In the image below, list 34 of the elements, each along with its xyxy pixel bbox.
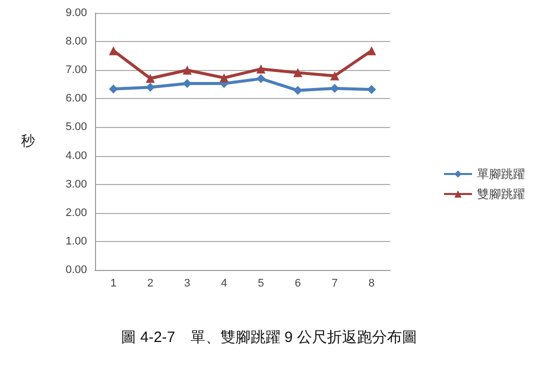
point bbox=[293, 86, 302, 95]
point bbox=[256, 64, 266, 74]
y-tick-label: 3.00 bbox=[66, 178, 87, 190]
point bbox=[367, 85, 376, 94]
x-tick-label: 5 bbox=[258, 278, 264, 290]
y-axis-title: 秒 bbox=[21, 134, 35, 150]
point bbox=[330, 71, 340, 80]
x-tick-label: 3 bbox=[184, 278, 190, 290]
y-tick-label: 6.00 bbox=[66, 92, 87, 105]
point bbox=[293, 68, 302, 78]
y-tick-label: 5.00 bbox=[66, 121, 87, 134]
legend-label: 單腳跳躍 bbox=[477, 167, 525, 181]
point bbox=[182, 66, 192, 75]
point bbox=[220, 73, 229, 82]
point bbox=[367, 46, 376, 56]
x-tick-label: 4 bbox=[221, 278, 228, 290]
x-tick-label: 8 bbox=[368, 278, 375, 290]
point bbox=[108, 46, 118, 56]
y-tick-label: 4.00 bbox=[66, 150, 87, 162]
caption: 圖 4-2-7 單、雙腳跳躍 9 公尺折返跑分布圖 bbox=[121, 329, 417, 346]
legend-label: 雙腳跳躍 bbox=[477, 187, 525, 201]
x-tick-label: 6 bbox=[294, 278, 301, 290]
point bbox=[256, 74, 266, 84]
y-tick-label: 9.00 bbox=[66, 7, 87, 19]
x-tick-label: 7 bbox=[332, 278, 338, 290]
y-tick-label: 2.00 bbox=[66, 206, 87, 219]
y-tick-label: 8.00 bbox=[66, 36, 87, 48]
point bbox=[108, 84, 118, 94]
x-tick-label: 1 bbox=[110, 278, 116, 290]
y-tick-label: 7.00 bbox=[66, 64, 87, 76]
y-tick-label: 0.00 bbox=[66, 264, 87, 276]
y-tick-label: 1.00 bbox=[66, 235, 87, 248]
x-tick-label: 2 bbox=[147, 278, 154, 290]
point bbox=[146, 74, 155, 83]
